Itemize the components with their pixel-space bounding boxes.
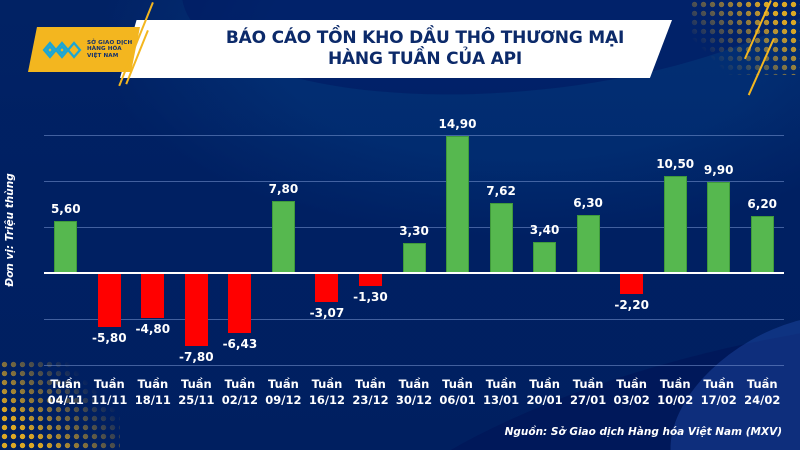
x-tick-label: Tuần 09/12 [265, 377, 302, 407]
logo-text-line: HÀNG HÓA [87, 46, 122, 53]
x-tick-label: Tuần 16/12 [308, 377, 346, 407]
zero-axis-line [44, 272, 784, 274]
data-label: 5,60 [50, 202, 81, 217]
bar-positive [576, 215, 600, 273]
gridline [44, 135, 784, 136]
data-label: -6,43 [222, 337, 258, 352]
x-tick-label: Tuần 10/02 [657, 377, 694, 407]
data-label: -3,07 [309, 306, 345, 321]
bar-positive [533, 241, 557, 273]
data-label: 3,30 [399, 223, 429, 238]
bar-negative [184, 274, 208, 346]
bar-negative [358, 274, 382, 286]
x-tick-label: Tuần 20/01 [526, 377, 563, 407]
bar-positive [271, 201, 295, 273]
bar-positive [402, 242, 426, 273]
logo: SỞ GIAO DỊCH HÀNG HÓA VIỆT NAM [28, 27, 140, 72]
data-label: 9,90 [703, 162, 734, 177]
gridline [44, 181, 784, 182]
mxv-logo-icon [42, 40, 82, 59]
x-tick-label: Tuần 02/12 [221, 377, 258, 407]
data-label: 6,20 [747, 196, 778, 211]
x-tick-label: Tuần 23/12 [352, 377, 389, 407]
data-label: 14,90 [438, 116, 477, 131]
bar-negative [315, 274, 339, 303]
x-tick-label: Tuần 24/02 [744, 377, 781, 407]
x-tick-label: Tuần 11/11 [91, 377, 128, 407]
bar-negative [97, 274, 121, 328]
x-tick-label: Tuần 17/02 [700, 377, 737, 407]
data-label: -5,80 [91, 331, 127, 346]
bar-positive [663, 176, 687, 273]
gridline [44, 365, 784, 366]
x-tick-label: Tuần 30/12 [395, 377, 433, 407]
bar-positive [446, 135, 470, 273]
data-label: 7,80 [268, 182, 299, 197]
page-title-line-2: HÀNG TUẦN CỦA API [327, 49, 523, 69]
data-label: -2,20 [614, 298, 649, 313]
bar-negative [141, 274, 165, 319]
y-axis-label: Đơn vị: Triệu thùng [4, 173, 16, 287]
bar-negative [620, 274, 644, 295]
data-label: -1,30 [353, 289, 388, 304]
data-label: 10,50 [656, 157, 695, 172]
data-label: 7,62 [486, 183, 516, 198]
decorative-dots [690, 0, 800, 75]
x-tick-label: Tuần 13/01 [482, 377, 520, 407]
x-tick-label: Tuần 06/01 [439, 377, 476, 407]
bar-negative [228, 274, 252, 334]
gridline [44, 227, 784, 228]
source-note: Nguồn: Sở Giao dịch Hàng hóa Việt Nam (M… [504, 426, 782, 438]
x-tick-label: Tuần 03/02 [613, 377, 650, 407]
x-tick-label: Tuần 25/11 [178, 377, 215, 407]
bar-positive [54, 221, 78, 273]
x-axis-labels: Tuần 04/11 Tuần 11/11 Tuần 18/11 Tuần 25/11 Tuần… [44, 376, 784, 410]
decorative-dots [0, 360, 120, 450]
gridline [44, 319, 784, 320]
page-title-line-1: BÁO CÁO TỒN KHO DẦU THÔ THƯƠNG MẠI [225, 28, 625, 48]
title-banner: BÁO CÁO TỒN KHO DẦU THÔ THƯƠNG MẠI HÀNG … [120, 20, 672, 78]
data-label: 3,40 [529, 222, 560, 237]
bar-positive [707, 181, 731, 273]
data-label: -4,80 [135, 322, 171, 337]
logo-text-line: SỞ GIAO DỊCH [87, 39, 133, 46]
chart-plot-area: 5,60 -5,80 -4,80 -7,80 -6,43 7,80 -3,07 -1,30 3,… [44, 100, 784, 380]
x-tick-label: Tuần 18/11 [134, 377, 171, 407]
logo-text: SỞ GIAO DỊCH HÀNG HÓA VIỆT NAM [87, 40, 132, 59]
bar-positive [489, 202, 513, 273]
data-label: -7,80 [179, 349, 214, 364]
data-label: 6,30 [573, 196, 603, 211]
x-tick-label: Tuần 27/01 [570, 377, 607, 407]
bar-positive [750, 215, 774, 273]
x-tick-label: Tuần 04/11 [47, 377, 84, 407]
logo-text-line: VIỆT NAM [87, 52, 119, 59]
